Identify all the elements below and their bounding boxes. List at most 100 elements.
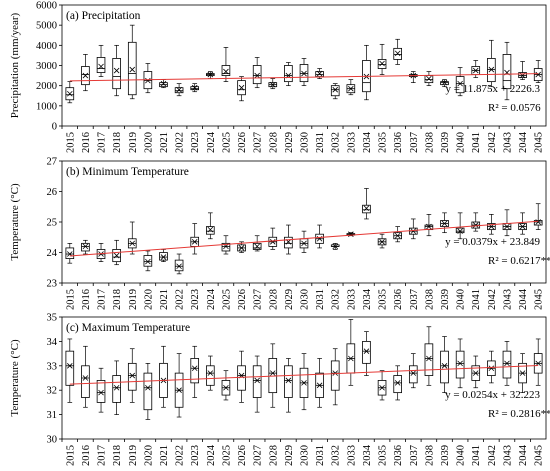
box-mean-marker [488, 66, 495, 73]
box-mean-marker [269, 239, 276, 245]
trend-equation: y = 0.0379x + 23.849 [445, 236, 540, 248]
box-2027 [252, 57, 262, 89]
panel-2: 23 24 25 26 27 Temperature (°C) 2015 2016 2017 20… [9, 157, 550, 311]
x-tick-label: 2037 [409, 445, 420, 466]
box-mean-marker [348, 355, 354, 362]
y-tick-label: 24 [47, 248, 58, 259]
x-tick-label: 2015 [65, 289, 76, 310]
x-tick-label: 2031 [315, 289, 326, 310]
trend-r2: R² = 0.6217** [488, 255, 550, 267]
box-mean-marker [145, 258, 151, 265]
box-iqr [112, 58, 121, 90]
box-2019 [127, 24, 137, 100]
x-tick-label: 2038 [424, 289, 435, 310]
box-2024 [206, 71, 215, 79]
y-axis-label: Temperature (°C) [9, 183, 21, 261]
box-mean-marker [254, 243, 260, 250]
box-2023 [190, 345, 200, 398]
y-tick-label: 26 [47, 187, 58, 198]
x-tick-label: 2043 [502, 132, 513, 153]
x-tick-label: 2035 [378, 289, 389, 310]
box-2017 [96, 44, 106, 77]
box-2034 [362, 331, 371, 376]
x-tick-label: 2034 [362, 288, 373, 310]
x-tick-label: 2030 [300, 132, 311, 153]
box-mean-marker [223, 68, 229, 75]
box-2022 [174, 353, 184, 418]
y-tick-label: 25 [47, 218, 58, 229]
box-2017 [96, 367, 106, 413]
x-tick-label: 2038 [424, 445, 435, 466]
box-mean-marker [160, 80, 167, 87]
box-2020 [143, 363, 153, 420]
box-2041 [471, 60, 481, 78]
x-tick-label: 2044 [518, 131, 529, 153]
x-tick-label: 2018 [112, 445, 123, 466]
box-mean-marker [67, 363, 73, 369]
box-2015 [65, 81, 75, 104]
box-iqr [455, 350, 465, 379]
trend-equation: y = 11.875x + 2226.3 [446, 83, 541, 95]
x-tick-label: 2021 [159, 445, 170, 466]
box-mean-marker [426, 75, 432, 82]
x-tick-label: 2041 [471, 132, 482, 153]
box-2026 [237, 241, 246, 253]
x-tick-label: 2040 [456, 132, 467, 153]
box-2016 [81, 239, 90, 255]
box-2017 [96, 243, 106, 262]
box-iqr [440, 350, 449, 384]
y-tick-label: 23 [47, 279, 58, 290]
y-tick-label: 30 [47, 435, 58, 446]
box-iqr [455, 227, 465, 234]
x-tick-label: 2016 [81, 132, 92, 153]
x-tick-label: 2027 [253, 289, 264, 310]
box-2018 [112, 44, 121, 97]
x-tick-label: 2042 [487, 132, 498, 153]
x-tick-label: 2025 [221, 445, 232, 466]
x-tick-label: 2027 [253, 445, 264, 466]
x-tick-label: 2033 [346, 445, 357, 466]
x-tick-label: 2024 [206, 288, 217, 310]
x-tick-label: 2020 [143, 132, 154, 153]
box-mean-marker [67, 90, 73, 97]
box-2031 [315, 358, 324, 408]
box-iqr [190, 358, 200, 384]
x-tick-label: 2040 [456, 289, 467, 310]
box-2039 [440, 336, 449, 393]
box-mean-marker [519, 223, 526, 230]
box-mean-marker [472, 222, 479, 228]
box-iqr [455, 76, 465, 94]
x-tick-label: 2017 [97, 445, 108, 466]
box-mean-marker [410, 228, 417, 234]
x-tick-label: 2025 [221, 289, 232, 310]
box-mean-marker [98, 63, 104, 70]
box-mean-marker [394, 50, 401, 57]
box-iqr [206, 365, 215, 386]
x-tick-label: 2022 [175, 289, 186, 310]
box-iqr [65, 247, 75, 260]
box-iqr [221, 65, 231, 76]
box-iqr [96, 57, 106, 73]
box-2028 [268, 343, 278, 408]
box-2044 [518, 61, 527, 80]
x-tick-label: 2019 [128, 289, 139, 310]
box-mean-marker [301, 380, 307, 386]
box-mean-marker [379, 239, 385, 245]
box-2016 [81, 54, 90, 92]
box-iqr [362, 204, 371, 214]
box-2030 [299, 353, 309, 411]
panel-3: 30 31 32 33 34 35 Temperature (°C) 2015 2016 2017… [9, 313, 550, 467]
x-tick-label: 2017 [97, 132, 108, 153]
x-tick-label: 2028 [268, 289, 279, 310]
box-mean-marker [269, 370, 276, 376]
box-iqr [330, 85, 340, 97]
box-2015 [65, 338, 75, 403]
panel-title: (b) Minimum Temperature [66, 166, 189, 178]
x-tick-label: 2036 [393, 445, 404, 466]
box-mean-marker [129, 66, 136, 73]
box-mean-marker [269, 81, 276, 88]
box-iqr [252, 65, 262, 85]
box-mean-marker [113, 384, 120, 391]
x-tick-label: 2041 [471, 445, 482, 466]
box-2028 [268, 78, 278, 90]
